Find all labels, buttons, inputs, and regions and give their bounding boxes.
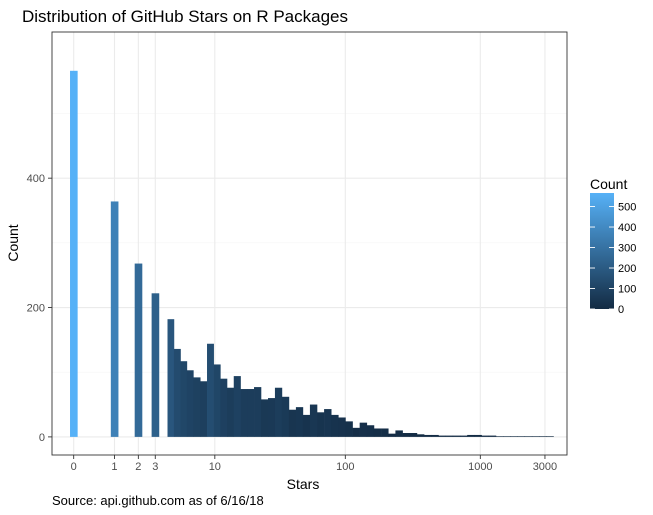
bar xyxy=(70,70,78,437)
bar xyxy=(207,343,214,437)
bar xyxy=(268,398,276,437)
bar xyxy=(424,434,432,437)
bar xyxy=(173,348,181,437)
legend-label: 300 xyxy=(618,243,636,255)
bars xyxy=(70,70,554,437)
bar xyxy=(481,435,490,437)
bar xyxy=(431,434,439,437)
bar xyxy=(338,417,346,437)
legend-label: 200 xyxy=(618,263,636,275)
bar xyxy=(151,293,160,437)
legend: Count 500 400 300 200 100 0 xyxy=(590,176,636,316)
bar xyxy=(373,428,382,437)
bar xyxy=(200,381,208,437)
bar xyxy=(416,434,425,437)
y-axis: 0 200 400 xyxy=(27,173,52,444)
legend-title: Count xyxy=(590,176,627,192)
bar xyxy=(302,414,311,437)
chart-title: Distribution of GitHub Stars on R Packag… xyxy=(22,7,348,26)
chart-caption: Source: api.github.com as of 6/16/18 xyxy=(52,493,264,508)
bar xyxy=(213,364,221,437)
legend-ticks: 500 400 300 200 100 0 xyxy=(590,202,636,316)
bar xyxy=(274,387,283,437)
panel-background xyxy=(52,32,567,455)
grid-major xyxy=(52,32,567,455)
bar xyxy=(524,436,533,437)
x-tick-label: 2 xyxy=(135,461,141,473)
bar xyxy=(409,433,418,437)
bar xyxy=(488,435,497,437)
bar xyxy=(366,425,375,437)
bar xyxy=(345,421,353,437)
bar xyxy=(180,361,188,437)
bar xyxy=(288,409,297,437)
bar xyxy=(324,409,332,437)
bar xyxy=(247,389,255,437)
bar xyxy=(167,319,175,437)
bar xyxy=(227,387,235,437)
y-tick-label: 200 xyxy=(27,303,45,315)
plot-panel xyxy=(51,31,568,456)
x-axis: 0 1 2 3 10 100 1000 3000 xyxy=(71,455,557,473)
bar xyxy=(260,399,269,437)
bar xyxy=(317,412,325,437)
bar xyxy=(381,428,389,437)
legend-label: 400 xyxy=(618,222,636,234)
x-tick-label: 1000 xyxy=(468,461,492,473)
legend-colorbar xyxy=(590,193,614,309)
legend-label: 100 xyxy=(618,284,636,296)
y-axis-title: Count xyxy=(5,224,21,261)
legend-label: 0 xyxy=(618,304,624,316)
bar xyxy=(395,430,403,437)
y-tick-label: 0 xyxy=(39,432,45,444)
x-axis-title: Stars xyxy=(287,476,320,492)
bar xyxy=(134,263,143,437)
bar xyxy=(452,435,461,437)
x-tick-label: 0 xyxy=(71,461,77,473)
x-tick-label: 3000 xyxy=(533,461,557,473)
x-tick-label: 10 xyxy=(209,461,221,473)
x-tick-label: 100 xyxy=(336,461,354,473)
bar xyxy=(186,370,194,437)
bar xyxy=(531,436,540,437)
bar xyxy=(295,407,304,437)
panel-border xyxy=(51,31,568,456)
bar xyxy=(352,427,360,437)
bar xyxy=(281,396,290,437)
bar xyxy=(240,389,248,437)
legend-label: 500 xyxy=(618,202,636,214)
bar xyxy=(546,436,554,437)
bar xyxy=(402,433,411,437)
bar xyxy=(517,436,526,437)
bar xyxy=(359,422,368,437)
bar xyxy=(503,436,511,437)
bar xyxy=(193,377,201,437)
bar xyxy=(510,436,518,437)
bar xyxy=(495,436,504,437)
bar xyxy=(110,201,119,437)
bar xyxy=(220,378,228,437)
x-tick-label: 1 xyxy=(111,461,117,473)
bar xyxy=(254,387,262,437)
bar xyxy=(467,434,475,437)
bar xyxy=(388,433,396,437)
bar xyxy=(539,436,547,437)
bar xyxy=(309,404,318,437)
bar xyxy=(331,414,339,437)
bar xyxy=(460,435,468,437)
x-tick-label: 3 xyxy=(152,461,158,473)
bar xyxy=(438,435,446,437)
bar xyxy=(445,435,454,437)
bar xyxy=(474,434,482,437)
bar xyxy=(233,376,241,437)
y-tick-label: 400 xyxy=(27,173,45,185)
